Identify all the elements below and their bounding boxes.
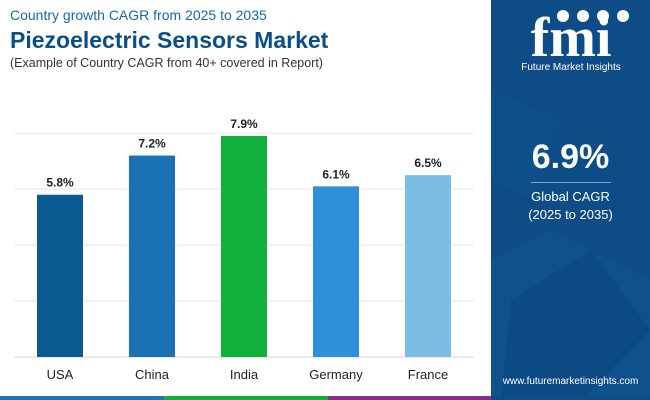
data-label-india: 7.9% (230, 117, 258, 131)
data-label-france: 6.5% (414, 156, 442, 170)
fmi-logo-mark: fmi (531, 7, 629, 69)
header: Country growth CAGR from 2025 to 2035 Pi… (10, 6, 480, 71)
bar-germany (313, 186, 359, 357)
data-label-china: 7.2% (138, 137, 166, 151)
data-label-germany: 6.1% (322, 167, 350, 181)
bar-chart: 5.8% USA 7.2% China 7.9% India 6.1% Germany 6.5%… (14, 117, 474, 382)
website-link[interactable]: www.futuremarketinsights.com (502, 376, 639, 387)
bottom-bar-segment-2 (164, 396, 328, 400)
chart-area: 5.8% USA 7.2% China 7.9% India 6.1% Germany 6.5%… (14, 117, 474, 382)
bar-india (221, 135, 267, 357)
bar-usa (37, 194, 83, 357)
chart-title: Piezoelectric Sensors Market (10, 27, 329, 53)
bar-china (129, 155, 175, 357)
x-tick-germany: Germany (309, 367, 363, 382)
panel-texture (491, 90, 650, 400)
x-tick-france: France (408, 367, 448, 382)
global-cagr-value: 6.9% (531, 138, 610, 176)
x-tick-india: India (230, 367, 259, 382)
data-label-usa: 5.8% (46, 176, 74, 190)
x-tick-china: China (135, 367, 170, 382)
divider (531, 182, 611, 183)
chart-subtitle: Country growth CAGR from 2025 to 2035 (10, 7, 267, 23)
x-tick-usa: USA (47, 367, 74, 382)
side-panel: fmi Future Market Insights 6.9% Global C… (491, 0, 650, 400)
bar-france (405, 175, 451, 357)
bottom-bar-segment-3 (328, 396, 491, 400)
bottom-bar-segment-1 (0, 396, 164, 400)
bottom-bar-segment-4 (491, 396, 650, 400)
fmi-logo: fmi Future Market Insights (505, 6, 637, 76)
global-cagr-period: (2025 to 2035) (528, 207, 613, 222)
chart-caption: (Example of Country CAGR from 40+ covere… (10, 56, 323, 70)
brand-name: Future Market Insights (521, 62, 621, 73)
global-cagr-label: Global CAGR (531, 189, 610, 204)
